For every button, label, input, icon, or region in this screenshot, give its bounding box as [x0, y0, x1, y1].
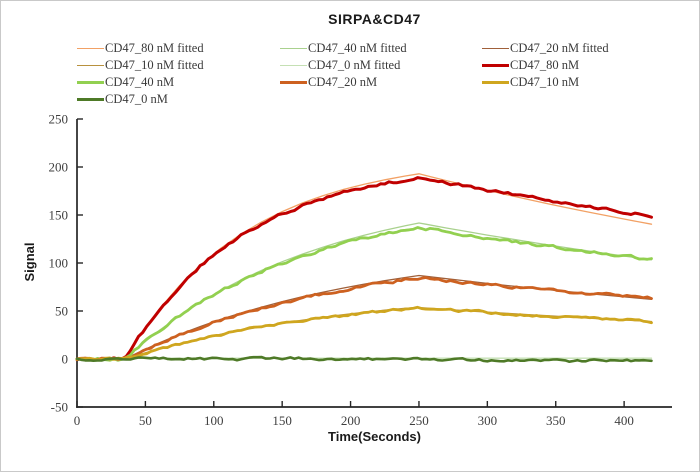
y-tick-label: -50	[51, 400, 68, 415]
x-tick-label: 100	[204, 413, 224, 428]
x-tick-label: 400	[614, 413, 634, 428]
legend-label: CD47_10 nM	[510, 75, 580, 89]
legend-label: CD47_40 nM fitted	[308, 41, 407, 55]
y-tick-label: 50	[55, 304, 68, 319]
legend-label: CD47_0 nM	[105, 92, 168, 106]
series-cd47_80-nm-fitted	[124, 173, 653, 360]
series-cd47_10-nm-fitted	[124, 306, 653, 360]
y-tick-label: 0	[62, 352, 69, 367]
y-tick-label: 200	[49, 160, 69, 175]
legend-label: CD47_0 nM fitted	[308, 58, 401, 72]
series-cd47_0-nm	[75, 355, 653, 363]
x-tick-label: 200	[341, 413, 361, 428]
x-tick-label: 350	[546, 413, 566, 428]
chart-title: SIRPA&CD47	[328, 11, 421, 27]
series-cd47_20-nm	[75, 276, 653, 362]
legend-label: CD47_40 nM	[105, 75, 175, 89]
series-cd47_10-nm	[75, 305, 653, 362]
series-cd47_40-nm	[75, 226, 653, 362]
legend-item: CD47_10 nM	[482, 74, 677, 91]
legend: CD47_80 nM fitted CD47_40 nM fitted CD47_2…	[77, 40, 677, 108]
legend-item: CD47_20 nM	[280, 74, 482, 91]
legend-line-swatch	[482, 63, 509, 68]
y-tick-label: 100	[49, 256, 69, 271]
x-tick-label: 250	[409, 413, 429, 428]
y-tick-label: 150	[49, 208, 69, 223]
y-tick-label: 250	[49, 112, 69, 127]
legend-line-swatch	[77, 80, 104, 85]
x-tick-label: 50	[139, 413, 152, 428]
legend-line-swatch	[77, 64, 104, 67]
legend-label: CD47_80 nM	[510, 58, 580, 72]
legend-line-swatch	[77, 97, 104, 102]
legend-label: CD47_20 nM	[308, 75, 378, 89]
legend-item: CD47_80 nM	[482, 57, 677, 74]
x-tick-label: 300	[478, 413, 498, 428]
legend-line-swatch	[280, 64, 307, 67]
legend-line-swatch	[77, 47, 104, 50]
legend-item: CD47_0 nM	[77, 91, 280, 108]
legend-label: CD47_80 nM fitted	[105, 41, 204, 55]
x-axis-label: Time(Seconds)	[328, 429, 421, 444]
legend-label: CD47_20 nM fitted	[510, 41, 609, 55]
legend-item: CD47_20 nM fitted	[482, 40, 677, 57]
legend-item: CD47_80 nM fitted	[77, 40, 280, 57]
x-tick-label: 0	[74, 413, 81, 428]
legend-label: CD47_10 nM fitted	[105, 58, 204, 72]
series-cd47_80-nm	[75, 176, 653, 362]
legend-item: CD47_0 nM fitted	[280, 57, 482, 74]
legend-item: CD47_40 nM fitted	[280, 40, 482, 57]
legend-line-swatch	[482, 80, 509, 85]
legend-line-swatch	[482, 47, 509, 50]
x-tick-label: 150	[272, 413, 292, 428]
legend-item: CD47_40 nM	[77, 74, 280, 91]
legend-item: CD47_10 nM fitted	[77, 57, 280, 74]
legend-line-swatch	[280, 47, 307, 50]
legend-line-swatch	[280, 80, 307, 85]
